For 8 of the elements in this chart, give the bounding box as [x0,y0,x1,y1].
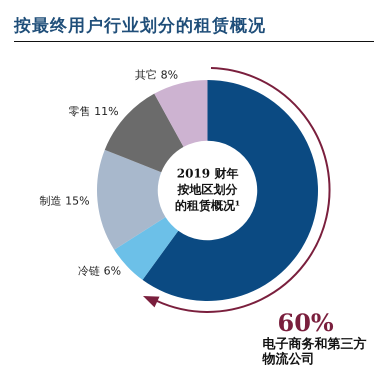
slice-label: 零售 11% [68,104,119,118]
slice-label: 制造 15% [40,194,90,208]
chart-title: 按最终用户行业划分的租赁概况 [14,14,374,42]
data-label: 60% [278,308,334,337]
slice-label: 电子商务和第三方物流公司 [262,336,366,367]
slice-label: 冷链 6% [78,264,122,278]
text: 2019 财年按地区划分的租赁概况¹ [174,166,240,213]
slice-label: 其它 8% [135,68,178,82]
